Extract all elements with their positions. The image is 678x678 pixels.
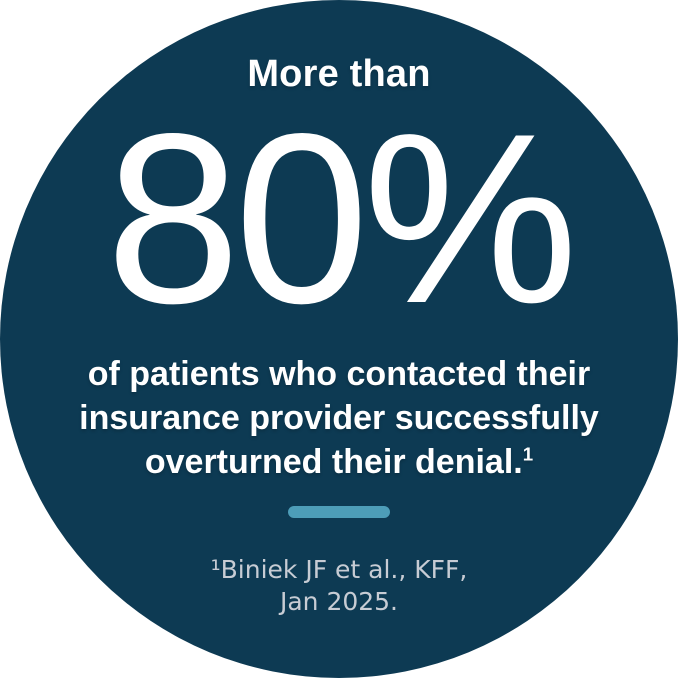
citation-line-1: ¹Biniek JF et al., KFF, [210, 555, 468, 585]
citation-line-2: Jan 2025. [279, 587, 399, 617]
footnote-marker: 1 [522, 443, 534, 465]
accent-divider [288, 506, 390, 519]
stat-statement: of patients who contacted their insuranc… [79, 352, 599, 485]
stat-qualifier: More than [247, 53, 431, 95]
stat-value: 80% [105, 83, 578, 354]
statement-line-1: of patients who contacted their [87, 354, 591, 393]
statement-line-3-text: overturned their denial. [144, 443, 523, 482]
statement-line-3: overturned their denial.1 [79, 440, 599, 484]
statement-line-2: insurance provider successfully [79, 398, 599, 437]
source-citation: ¹Biniek JF et al., KFF, Jan 2025. [211, 554, 468, 618]
